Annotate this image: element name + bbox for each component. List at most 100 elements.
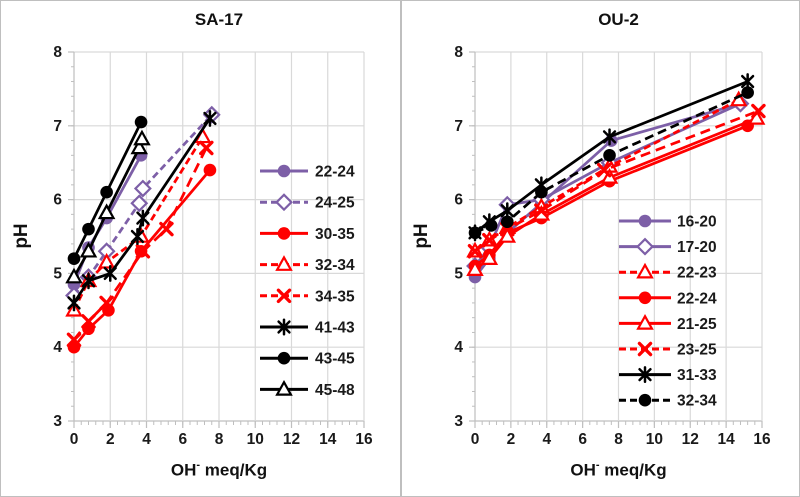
- marker-triangle: [466, 260, 484, 277]
- marker-x: [135, 244, 151, 259]
- legend-label: 22-24: [677, 290, 717, 307]
- legend-item-34-35: 34-35: [260, 288, 355, 305]
- legend-item-22-23: 22-23: [619, 262, 717, 282]
- series-32-34: [468, 86, 754, 240]
- x-tick-label: 4: [142, 431, 151, 448]
- marker-triangle: [133, 129, 151, 146]
- marker-circle: [638, 291, 652, 305]
- marker-diamond: [275, 193, 293, 212]
- y-tick-label: 4: [53, 339, 62, 356]
- y-tick-label: 8: [454, 44, 463, 61]
- legend-item-32-34: 32-34: [619, 393, 717, 410]
- marker-circle: [82, 222, 95, 236]
- marker-circle: [741, 86, 754, 99]
- legend-label: 21-25: [677, 316, 717, 333]
- x-axis-label-ou2: OH- meq/Kg: [475, 459, 762, 481]
- marker-triangle: [498, 227, 517, 243]
- x-tick-label: 12: [283, 431, 300, 448]
- y-tick-label: 6: [454, 192, 463, 209]
- tick-labels: 0 2 4 6 8 10 12 14 16 3 4 5 6 7 8: [454, 44, 771, 448]
- chart-title-sa17: SA-17: [194, 10, 244, 29]
- legend-item-22-24: 22-24: [619, 290, 717, 307]
- legend-item-43-45: 43-45: [260, 351, 355, 368]
- series-line: [72, 121, 143, 260]
- legend-item-16-20: 16-20: [619, 214, 717, 231]
- marker-asterisk: [638, 366, 652, 384]
- marker-x: [596, 162, 612, 178]
- marker-x: [81, 314, 96, 329]
- legend-label: 34-35: [315, 288, 355, 305]
- marker-x: [751, 103, 766, 119]
- marker-asterisk: [81, 272, 96, 290]
- y-tick-label: 3: [454, 413, 463, 430]
- marker-asterisk: [277, 318, 291, 336]
- series-34-35: [66, 140, 214, 348]
- legend-label: 32-34: [677, 393, 717, 410]
- marker-circle: [134, 115, 148, 129]
- x-tick-label: 16: [753, 431, 771, 448]
- y-tick-label: 3: [53, 413, 62, 430]
- marker-circle: [535, 185, 548, 199]
- marker-x: [534, 203, 549, 218]
- legend-item-23-25: 23-25: [619, 342, 717, 359]
- marker-diamond: [636, 237, 654, 256]
- marker-x: [276, 288, 292, 304]
- y-tick-label: 4: [454, 339, 463, 356]
- x-axis-label-sa17: OH- meq/Kg: [74, 459, 364, 481]
- x-tick-label: 0: [471, 431, 480, 448]
- legend: 22-24 24-25 30-35 32-34 34-35 41-43 43-45 45-48: [260, 164, 355, 399]
- marker-asterisk: [130, 228, 145, 245]
- legend-item-24-25: 24-25: [260, 193, 355, 212]
- marker-triangle: [636, 262, 654, 279]
- x-tick-label: 4: [542, 431, 551, 448]
- x-tick-label: 16: [355, 431, 373, 448]
- chart-title-ou2: OU-2: [598, 10, 639, 29]
- marker-triangle: [636, 313, 654, 330]
- y-tick-label: 5: [454, 265, 463, 282]
- plot-area-sa17: 0 2 4 6 8 10 12 14 16 3 4 5 6 7 8 22-24 24-25 30-35 32-34 3…: [53, 44, 373, 448]
- x-tick-label: 12: [682, 431, 699, 448]
- marker-asterisk: [67, 294, 81, 312]
- legend-label: 41-43: [315, 320, 355, 337]
- marker-x: [66, 332, 82, 348]
- y-tick-label: 6: [53, 192, 62, 209]
- legend-label: 31-33: [677, 367, 717, 384]
- legend-label: 45-48: [315, 382, 355, 399]
- marker-circle: [638, 214, 652, 228]
- marker-diamond: [130, 194, 149, 213]
- legend-label: 43-45: [315, 351, 355, 368]
- x-tick-label: 2: [106, 431, 115, 448]
- x-tick-label: 14: [319, 431, 337, 448]
- legend-label: 22-24: [315, 164, 355, 181]
- legend-item-31-33: 31-33: [619, 366, 717, 384]
- x-tick-label: 14: [718, 431, 736, 448]
- marker-diamond: [202, 105, 221, 124]
- marker-x: [99, 295, 114, 311]
- marker-circle: [638, 393, 652, 407]
- legend-item-17-20: 17-20: [619, 237, 717, 256]
- legend: 16-20 17-20 22-23 22-24 21-25 23-25 31-33 32-34: [619, 214, 717, 410]
- marker-circle: [484, 219, 498, 232]
- axis-ticks: [469, 51, 763, 428]
- legend-item-21-25: 21-25: [619, 313, 717, 333]
- x-axis-label-text: OH: [170, 460, 197, 480]
- marker-triangle: [79, 241, 98, 258]
- legend-label: 32-34: [315, 257, 355, 274]
- marker-triangle: [65, 267, 83, 284]
- x-tick-label: 10: [646, 431, 663, 448]
- marker-triangle: [480, 249, 499, 265]
- marker-circle: [277, 227, 291, 240]
- marker-diamond: [133, 179, 152, 198]
- marker-x: [467, 244, 483, 259]
- marker-circle: [500, 215, 514, 229]
- x-axis-label-rest: meq/Kg: [200, 460, 268, 480]
- x-tick-label: 6: [578, 431, 587, 448]
- gridlines: [474, 51, 763, 422]
- legend-label: 30-35: [315, 226, 355, 243]
- y-axis-label-ou2: pH: [411, 223, 432, 249]
- marker-circle: [603, 149, 616, 162]
- marker-triangle: [97, 252, 116, 269]
- chart-panel-ou2: 0 2 4 6 8 10 12 14 16 3 4 5 6 7 8 16-20 17-20 22-23 22-24 2…: [401, 1, 799, 496]
- superscript-minus: -: [595, 459, 600, 471]
